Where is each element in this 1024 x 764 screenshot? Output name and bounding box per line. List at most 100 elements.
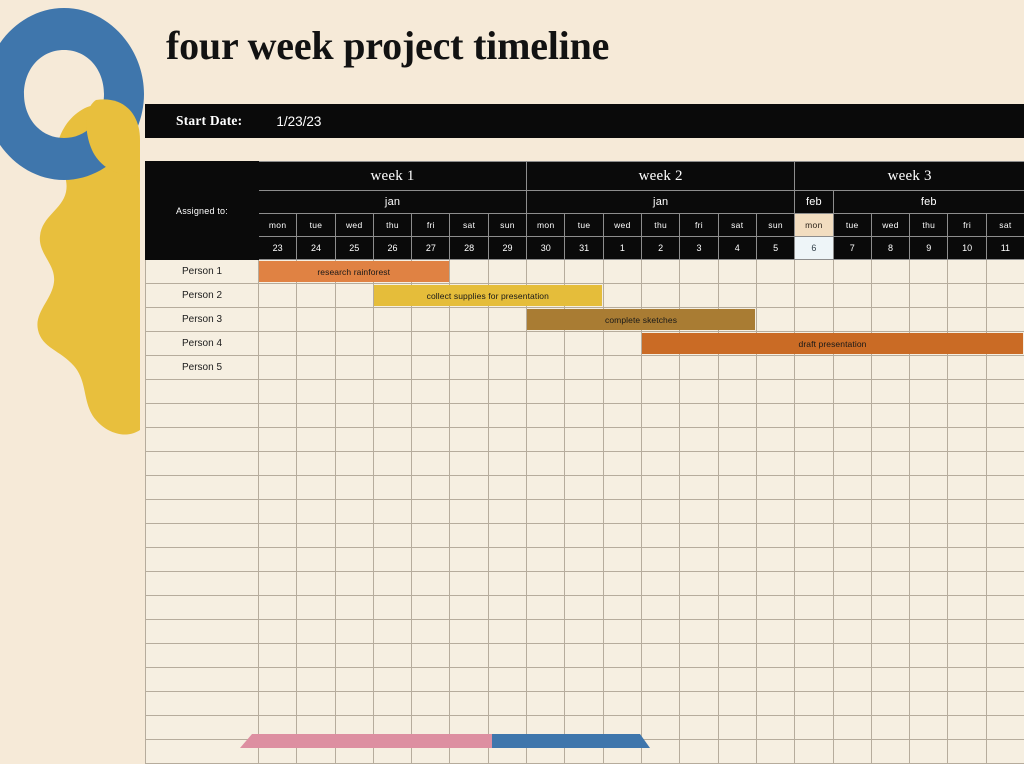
grid-cell[interactable] [259, 572, 297, 596]
grid-cell[interactable] [718, 716, 756, 740]
gantt-bar[interactable]: complete sketches [527, 309, 755, 330]
grid-cell[interactable] [335, 500, 373, 524]
date-cell-2[interactable]: 24 [297, 237, 335, 260]
date-cell-20[interactable]: 11 [986, 237, 1024, 260]
grid-cell[interactable] [833, 308, 871, 332]
grid-cell[interactable] [412, 500, 450, 524]
grid-cell[interactable] [986, 284, 1024, 308]
grid-cell[interactable] [373, 548, 411, 572]
grid-cell[interactable] [297, 644, 335, 668]
grid-cell[interactable] [718, 428, 756, 452]
grid-cell[interactable] [450, 716, 488, 740]
grid-cell[interactable] [756, 668, 794, 692]
grid-cell[interactable] [373, 332, 411, 356]
grid-cell[interactable] [718, 356, 756, 380]
grid-cell[interactable] [259, 596, 297, 620]
grid-cell[interactable] [948, 476, 986, 500]
grid-cell[interactable] [450, 692, 488, 716]
grid-cell[interactable] [833, 668, 871, 692]
grid-cell[interactable] [603, 452, 641, 476]
grid-cell[interactable] [642, 500, 680, 524]
grid-cell[interactable] [603, 380, 641, 404]
grid-cell[interactable] [450, 476, 488, 500]
grid-cell[interactable] [680, 452, 718, 476]
grid-cell[interactable] [871, 452, 909, 476]
grid-cell[interactable] [335, 404, 373, 428]
grid-cell[interactable] [527, 668, 565, 692]
gantt-bar[interactable]: collect supplies for presentation [374, 285, 602, 306]
grid-cell[interactable] [718, 380, 756, 404]
grid-cell[interactable] [756, 620, 794, 644]
grid-cell[interactable] [871, 260, 909, 284]
assignee-cell-1[interactable]: Person 1 [146, 260, 259, 284]
grid-cell[interactable] [833, 380, 871, 404]
grid-cell[interactable] [527, 452, 565, 476]
date-cell-3[interactable]: 25 [335, 237, 373, 260]
assignee-cell-empty[interactable] [146, 620, 259, 644]
grid-cell[interactable] [335, 740, 373, 764]
grid-cell[interactable] [412, 428, 450, 452]
grid-cell[interactable] [450, 524, 488, 548]
grid-cell[interactable] [833, 692, 871, 716]
grid-cell[interactable] [642, 692, 680, 716]
grid-cell[interactable] [642, 740, 680, 764]
grid-cell[interactable] [795, 716, 833, 740]
grid-cell[interactable] [680, 404, 718, 428]
grid-cell[interactable] [450, 380, 488, 404]
grid-cell[interactable] [297, 692, 335, 716]
grid-cell[interactable] [373, 356, 411, 380]
grid-cell[interactable] [833, 716, 871, 740]
grid-cell[interactable] [986, 356, 1024, 380]
grid-cell[interactable] [795, 356, 833, 380]
grid-cell[interactable] [450, 644, 488, 668]
grid-cell[interactable] [986, 452, 1024, 476]
assignee-cell-empty[interactable] [146, 668, 259, 692]
grid-cell[interactable] [948, 572, 986, 596]
assignee-cell-empty[interactable] [146, 476, 259, 500]
grid-cell[interactable] [603, 668, 641, 692]
grid-cell[interactable] [910, 308, 948, 332]
grid-cell[interactable] [565, 332, 603, 356]
grid-cell[interactable] [335, 572, 373, 596]
grid-cell[interactable] [948, 668, 986, 692]
grid-cell[interactable] [603, 260, 641, 284]
grid-cell[interactable] [756, 692, 794, 716]
grid-cell[interactable] [373, 404, 411, 428]
grid-cell[interactable] [910, 740, 948, 764]
grid-cell[interactable] [756, 548, 794, 572]
grid-cell[interactable] [259, 548, 297, 572]
grid-cell[interactable] [795, 380, 833, 404]
grid-cell[interactable] [986, 404, 1024, 428]
grid-cell[interactable] [527, 596, 565, 620]
assignee-cell-empty[interactable] [146, 548, 259, 572]
grid-cell[interactable] [335, 716, 373, 740]
grid-cell[interactable] [948, 740, 986, 764]
grid-cell[interactable] [833, 524, 871, 548]
grid-cell[interactable] [565, 572, 603, 596]
grid-cell[interactable] [871, 692, 909, 716]
grid-cell[interactable] [871, 644, 909, 668]
grid-cell[interactable] [910, 692, 948, 716]
grid-cell[interactable] [948, 716, 986, 740]
grid-cell[interactable] [756, 260, 794, 284]
grid-cell[interactable] [297, 572, 335, 596]
grid-cell[interactable] [986, 644, 1024, 668]
grid-cell[interactable] [335, 452, 373, 476]
date-cell-8[interactable]: 30 [527, 237, 565, 260]
grid-cell[interactable] [795, 308, 833, 332]
grid-cell[interactable] [948, 548, 986, 572]
grid-cell[interactable] [603, 572, 641, 596]
grid-cell[interactable] [297, 284, 335, 308]
grid-cell[interactable] [795, 260, 833, 284]
grid-cell[interactable] [297, 740, 335, 764]
grid-cell[interactable] [259, 308, 297, 332]
grid-cell[interactable] [488, 428, 526, 452]
grid-cell[interactable] [412, 404, 450, 428]
grid-cell[interactable] [871, 572, 909, 596]
grid-cell[interactable] [335, 380, 373, 404]
grid-cell[interactable] [910, 452, 948, 476]
grid-cell[interactable] [527, 620, 565, 644]
grid-cell[interactable] [910, 620, 948, 644]
grid-cell[interactable] [756, 596, 794, 620]
assignee-cell-3[interactable]: Person 3 [146, 308, 259, 332]
